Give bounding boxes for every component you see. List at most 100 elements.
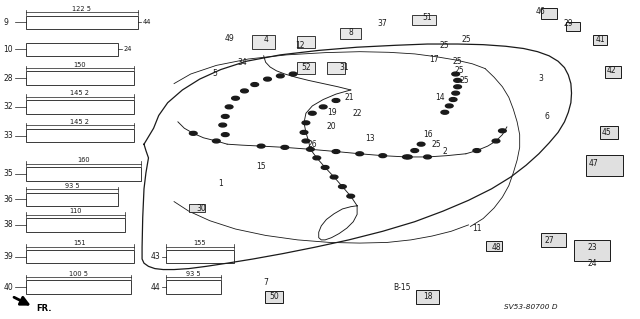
Bar bbox=[265, 291, 283, 303]
Text: 122 5: 122 5 bbox=[72, 6, 91, 12]
Bar bbox=[600, 126, 618, 139]
Text: 1: 1 bbox=[218, 179, 223, 188]
Text: 30: 30 bbox=[196, 204, 207, 213]
Circle shape bbox=[332, 150, 340, 153]
Text: 43: 43 bbox=[150, 252, 160, 261]
Text: 46: 46 bbox=[536, 7, 546, 16]
Text: 52: 52 bbox=[301, 63, 311, 72]
Text: 14: 14 bbox=[435, 93, 445, 102]
Text: 8: 8 bbox=[348, 28, 353, 37]
Circle shape bbox=[289, 72, 297, 76]
Text: 22: 22 bbox=[353, 109, 362, 118]
Text: 19: 19 bbox=[326, 108, 337, 117]
Circle shape bbox=[403, 155, 410, 159]
Text: 38: 38 bbox=[3, 220, 13, 229]
Bar bbox=[541, 233, 566, 247]
Bar bbox=[566, 22, 580, 31]
Text: 160: 160 bbox=[77, 157, 90, 163]
Text: 110: 110 bbox=[69, 208, 81, 214]
Circle shape bbox=[356, 152, 364, 156]
Bar bbox=[26, 218, 125, 232]
Text: 24: 24 bbox=[124, 47, 132, 52]
Circle shape bbox=[321, 166, 329, 169]
Bar bbox=[189, 204, 205, 212]
Bar bbox=[26, 43, 118, 56]
Text: SV53-80700 D: SV53-80700 D bbox=[504, 304, 558, 310]
Circle shape bbox=[189, 131, 197, 135]
Circle shape bbox=[307, 147, 314, 151]
Circle shape bbox=[499, 129, 506, 133]
Circle shape bbox=[441, 110, 449, 114]
Text: 48: 48 bbox=[491, 243, 501, 252]
Text: 33: 33 bbox=[3, 131, 13, 140]
Text: 25: 25 bbox=[431, 140, 442, 149]
Bar bbox=[541, 8, 557, 19]
Text: 6: 6 bbox=[545, 112, 550, 121]
Circle shape bbox=[251, 83, 259, 86]
Text: 25: 25 bbox=[452, 57, 463, 66]
Text: 29: 29 bbox=[563, 19, 573, 28]
Circle shape bbox=[449, 98, 457, 101]
Bar bbox=[26, 129, 134, 142]
Circle shape bbox=[225, 105, 233, 109]
Text: 11: 11 bbox=[472, 224, 481, 233]
Text: 151: 151 bbox=[74, 240, 86, 246]
Circle shape bbox=[347, 194, 355, 198]
Text: 25: 25 bbox=[459, 76, 469, 85]
Circle shape bbox=[219, 123, 227, 127]
Text: 44: 44 bbox=[150, 283, 160, 292]
Text: 39: 39 bbox=[3, 252, 13, 261]
Text: 13: 13 bbox=[365, 134, 375, 143]
Circle shape bbox=[281, 145, 289, 149]
Bar bbox=[26, 193, 118, 206]
Bar bbox=[605, 66, 621, 78]
Bar bbox=[26, 280, 131, 294]
Bar bbox=[26, 167, 141, 181]
Text: 51: 51 bbox=[422, 13, 433, 22]
Circle shape bbox=[330, 175, 338, 179]
Text: 49: 49 bbox=[224, 34, 234, 43]
Circle shape bbox=[264, 77, 271, 81]
Circle shape bbox=[424, 155, 431, 159]
Circle shape bbox=[300, 130, 308, 134]
Text: 26: 26 bbox=[307, 140, 317, 149]
Text: 12: 12 bbox=[295, 41, 304, 50]
Text: 100 5: 100 5 bbox=[69, 271, 88, 277]
Bar bbox=[486, 241, 502, 251]
Bar bbox=[26, 16, 138, 29]
Text: 10: 10 bbox=[3, 45, 13, 54]
Circle shape bbox=[276, 74, 284, 78]
Bar bbox=[417, 290, 439, 304]
Text: 32: 32 bbox=[3, 102, 13, 111]
Circle shape bbox=[212, 139, 220, 143]
Circle shape bbox=[452, 91, 460, 95]
Circle shape bbox=[452, 72, 460, 76]
Text: 145 2: 145 2 bbox=[70, 90, 90, 96]
Circle shape bbox=[308, 111, 316, 115]
Text: 7: 7 bbox=[263, 278, 268, 287]
Bar bbox=[575, 240, 610, 261]
Text: 21: 21 bbox=[344, 93, 353, 102]
Circle shape bbox=[492, 139, 500, 143]
Text: 34: 34 bbox=[237, 58, 247, 67]
Circle shape bbox=[313, 156, 321, 160]
Text: 50: 50 bbox=[269, 292, 279, 300]
Text: 25: 25 bbox=[461, 35, 471, 44]
Bar bbox=[26, 71, 134, 85]
Text: 24: 24 bbox=[587, 259, 597, 268]
Circle shape bbox=[332, 99, 340, 102]
Text: 2: 2 bbox=[442, 147, 447, 156]
Bar bbox=[166, 280, 221, 294]
Text: 36: 36 bbox=[3, 195, 13, 204]
Text: 23: 23 bbox=[587, 243, 597, 252]
Bar bbox=[412, 15, 436, 25]
Text: 18: 18 bbox=[423, 292, 432, 300]
Bar bbox=[340, 28, 361, 39]
Text: 5: 5 bbox=[212, 69, 217, 78]
Text: 4: 4 bbox=[263, 35, 268, 44]
Bar bbox=[297, 36, 315, 48]
Text: 15: 15 bbox=[256, 162, 266, 171]
Bar bbox=[297, 62, 315, 74]
Text: 47: 47 bbox=[589, 159, 599, 168]
Circle shape bbox=[445, 104, 453, 108]
